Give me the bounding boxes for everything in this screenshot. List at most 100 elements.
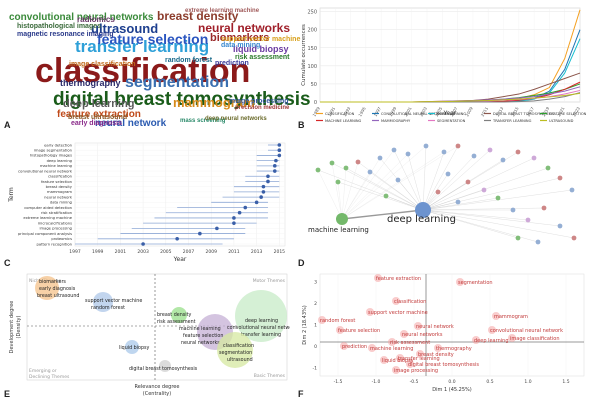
wordcloud-term: early diagnosis [71,120,122,127]
x-tick-label: 2009 [464,106,474,118]
term-point [396,354,404,362]
term-median-point [215,226,219,231]
x-tick-label: 1997 [69,249,81,255]
term-label: support vector machine [368,310,428,316]
term-label: mammogram [494,314,528,320]
wordcloud-term: thermography [60,78,121,88]
x-tick-label: 1993 [342,106,352,118]
wordcloud-term: feature selection [97,31,209,47]
quadrant-label-emerging: Emerging or [29,368,57,374]
theme-label: convolutional neural network [227,325,290,331]
term-point [434,344,442,352]
cooccurrence-network: deep learning machine learning [308,143,577,245]
y-axis-label: Cumulate occurrences [301,24,307,86]
theme-label: random forest [91,305,125,311]
theme-bubble [125,340,139,354]
term-median-point [232,221,236,225]
network-edge [341,149,395,220]
wordcloud-term: deep neural networks [205,116,267,122]
term-label: extreme learning machine [23,216,72,220]
network-edge [341,145,427,220]
x-axis-label: Year [443,110,457,117]
x-tick-label: 2005 [160,249,172,255]
quadrant-label-emerging: Declining Themes [29,374,70,380]
network-node [535,239,541,245]
wordcloud-term: risk assessment [235,54,290,61]
network-node [329,160,335,166]
term-median-point [266,179,270,184]
x-tick-label: 2013 [495,106,505,118]
y-axis-label: Dim 2 (18.43%) [302,305,308,344]
wordcloud: classification digital breast tomosynthes… [5,2,311,129]
x-tick-label: 2015 [274,249,286,255]
term-label: neural network [416,324,454,330]
term-label: computer aided detection [24,206,72,210]
x-tick-label: 2001 [403,106,413,118]
term-median-point [243,205,248,210]
term-label: neural network [44,195,73,199]
wordcloud-term: classification [35,52,251,90]
theme-bubble [93,292,113,312]
network-node [315,167,321,173]
wordcloud-term: neural networks [198,21,291,35]
network-label-deep-learning: deep learning [387,214,456,225]
network-edge [345,167,424,211]
term-point [340,342,348,350]
term-point [472,336,480,344]
panel-label-a: A [4,120,11,130]
network-node [335,179,341,185]
term-label: microcalcifications [38,221,72,225]
term-median-point [259,195,263,199]
term-median-point [261,190,266,194]
wordcloud-term: transfer learning [75,37,210,56]
network-edge [422,149,491,211]
term-label: histopathology images [30,154,72,158]
x-tick-label: 1995 [357,106,367,118]
network-edge [422,189,485,211]
network-edge [407,153,424,211]
x-tick-label: 2019 [541,106,551,118]
network-edge [422,151,445,211]
x-axis-label: Year [173,256,187,263]
term-label: feature selection [338,328,380,334]
theme-label: biomarkers [39,279,66,285]
network-node [367,169,373,175]
network-edge [393,149,424,211]
x-tick-label: 1997 [373,106,383,118]
wordcloud-term: prediction [215,60,249,67]
term-median-point [237,210,242,215]
term-label: pattern recognition [37,242,73,246]
network-edge [341,161,359,220]
wordcloud-term: image processing [229,98,289,105]
network-node [355,159,361,165]
x-axis-label: Relevance degree [135,384,180,390]
term-median-point [261,184,266,189]
network-node [455,199,461,205]
term-label: breast density [418,352,454,358]
term-point [492,312,500,320]
legend-label: CONVOLUTIONAL NEURAL NETWORK [381,112,448,116]
network-edge [422,209,575,239]
network-node [455,143,461,149]
term-median-point [274,158,278,163]
term-label: digital breast tomosynthesis [408,362,479,368]
network-label-machine-learning: machine learning [308,226,369,234]
y-tick-label: 150 [307,46,317,52]
network-edge [422,157,535,211]
theme-label: classification [223,343,254,349]
term-label: classification [48,175,73,179]
wordcloud-term: segmentation [125,74,230,91]
term-label: random forest [320,318,355,324]
y-axis-label: Development degree [9,301,15,354]
wordcloud-term: breast density [157,9,239,23]
network-node [481,187,487,193]
network-edge [337,181,343,220]
legend-label: SEGMENTATION [437,119,466,123]
x-tick-label: -1.5 [334,379,343,385]
x-tick-label: 2011 [228,249,240,255]
term-label: prediction [342,344,367,350]
network-edge [422,209,529,221]
network-node [545,165,551,171]
term-point [416,350,424,358]
network-node [377,155,383,161]
